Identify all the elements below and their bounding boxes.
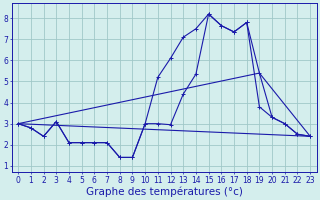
X-axis label: Graphe des températures (°c): Graphe des températures (°c)	[86, 186, 243, 197]
